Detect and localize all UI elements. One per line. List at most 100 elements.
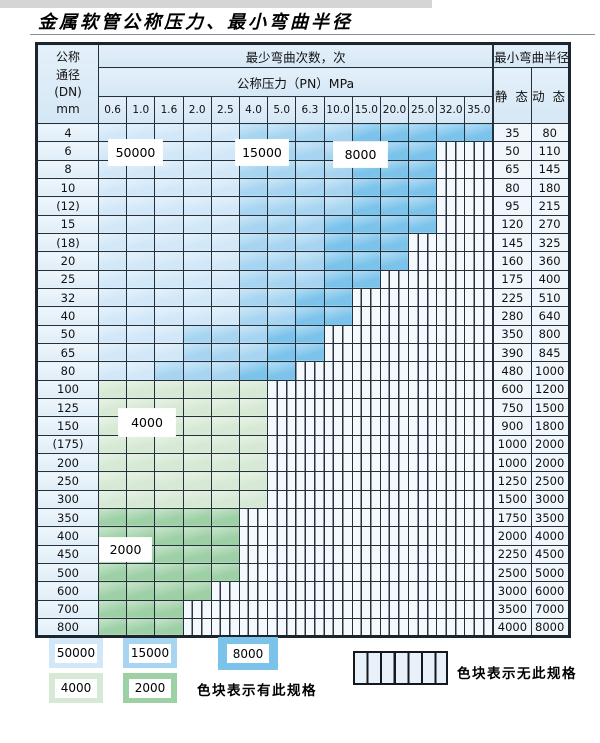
no-spec-cell: [408, 599, 438, 619]
no-spec-cell: [351, 599, 381, 619]
no-spec-cell: [464, 526, 494, 546]
spec-cell: [182, 434, 212, 454]
spec-cell: [464, 122, 494, 143]
no-spec-cell: [267, 452, 297, 473]
no-spec-cell: [464, 617, 494, 638]
no-spec-cell: [238, 507, 269, 528]
spec-cell: [126, 452, 156, 473]
no-spec-cell: [464, 416, 494, 436]
no-spec-cell: [267, 617, 297, 638]
spec-cell: [126, 342, 156, 363]
table-row: 300 1500 3000: [36, 489, 570, 509]
spec-cell: [238, 232, 269, 253]
no-spec-cell: [436, 214, 466, 234]
no-spec-cell: [436, 434, 466, 454]
dynamic-radius-cell: 2500: [530, 471, 570, 491]
dynamic-radius-cell: 2000: [530, 434, 570, 454]
no-spec-cell: [464, 434, 494, 454]
spec-cell: [295, 177, 325, 198]
spec-cell: [154, 361, 184, 381]
static-radius-cell: 80: [492, 177, 532, 198]
table-row: 450 2250 4500: [36, 544, 570, 564]
dynamic-radius-cell: 1500: [530, 397, 570, 418]
spec-cell: [238, 287, 269, 308]
no-spec-cell: [408, 544, 438, 564]
spec-cell: [154, 251, 184, 271]
no-spec-cell: [464, 599, 494, 619]
no-spec-cell: [323, 342, 353, 363]
spec-cell: [295, 324, 325, 344]
no-spec-cell: [436, 324, 466, 344]
no-spec-cell: [295, 397, 325, 418]
spec-cell: [295, 232, 325, 253]
spec-cell: [436, 122, 466, 143]
table-row: 350 1750 3500: [36, 507, 570, 528]
no-spec-cell: [351, 361, 381, 381]
dynamic-radius-cell: 3000: [530, 489, 570, 509]
spec-cell: [182, 562, 212, 583]
spec-cell: [238, 397, 269, 418]
static-radius-cell: 50: [492, 141, 532, 161]
spec-cell: [97, 287, 128, 308]
table-row: 25 175 400: [36, 269, 570, 289]
no-spec-cell: [408, 397, 438, 418]
static-radius-cell: 3500: [492, 599, 532, 619]
dn-cell: 100: [36, 379, 99, 399]
dynamic-radius-cell: 110: [530, 141, 570, 161]
header-dn-line3: (DN): [54, 85, 82, 99]
no-spec-cell: [379, 269, 410, 289]
no-spec-cell: [464, 141, 494, 161]
dn-cell: 10: [36, 177, 99, 198]
spec-cell: [154, 122, 184, 143]
spec-cell: [182, 177, 212, 198]
spec-cell: [126, 379, 156, 399]
table-body: 4 35 80 6 50 110 8 65 145 10 80 180 (12) 95 215 15 120 27…: [36, 122, 570, 638]
legend-label-50000: 50000: [55, 643, 97, 663]
no-spec-cell: [379, 526, 410, 546]
spec-cell: [182, 471, 212, 491]
no-spec-cell: [182, 599, 212, 619]
spec-cell: [238, 177, 269, 198]
table-row: 800 4000 8000: [36, 617, 570, 638]
no-spec-cell: [379, 379, 410, 399]
no-spec-cell: [464, 159, 494, 179]
no-spec-cell: [210, 581, 240, 601]
spec-cell: [97, 617, 128, 638]
spec-cell: [210, 471, 240, 491]
no-spec-cell: [408, 251, 438, 271]
spec-cell: [379, 251, 410, 271]
no-spec-cell: [351, 397, 381, 418]
spec-cell: [295, 306, 325, 326]
no-spec-cell: [295, 581, 325, 601]
static-radius-cell: 2250: [492, 544, 532, 564]
no-spec-cell: [436, 141, 466, 161]
spec-cell: [408, 196, 438, 216]
spec-cell: [97, 232, 128, 253]
no-spec-cell: [295, 507, 325, 528]
table-row: 100 600 1200: [36, 379, 570, 399]
spec-cell: [182, 397, 212, 418]
spec-cell: [267, 287, 297, 308]
page-title: 金属软管公称压力、最小弯曲半径: [38, 12, 353, 33]
no-spec-cell: [379, 397, 410, 418]
dn-cell: (12): [36, 196, 99, 216]
dynamic-radius-cell: 510: [530, 287, 570, 308]
static-radius-cell: 900: [492, 416, 532, 436]
spec-cell: [238, 361, 269, 381]
no-spec-cell: [351, 507, 381, 528]
no-spec-cell: [379, 361, 410, 381]
spec-cell: [154, 214, 184, 234]
no-spec-cell: [379, 489, 410, 509]
no-spec-cell: [379, 599, 410, 619]
cycle-label-50000: 50000: [109, 140, 162, 165]
no-spec-cell: [436, 562, 466, 583]
no-spec-cell: [323, 617, 353, 638]
static-radius-cell: 750: [492, 397, 532, 418]
spec-cell: [210, 177, 240, 198]
no-spec-cell: [408, 581, 438, 601]
spec-cell: [238, 196, 269, 216]
spec-cell: [295, 122, 325, 143]
static-radius-cell: 225: [492, 287, 532, 308]
static-radius-cell: 1000: [492, 434, 532, 454]
no-spec-cell: [351, 617, 381, 638]
